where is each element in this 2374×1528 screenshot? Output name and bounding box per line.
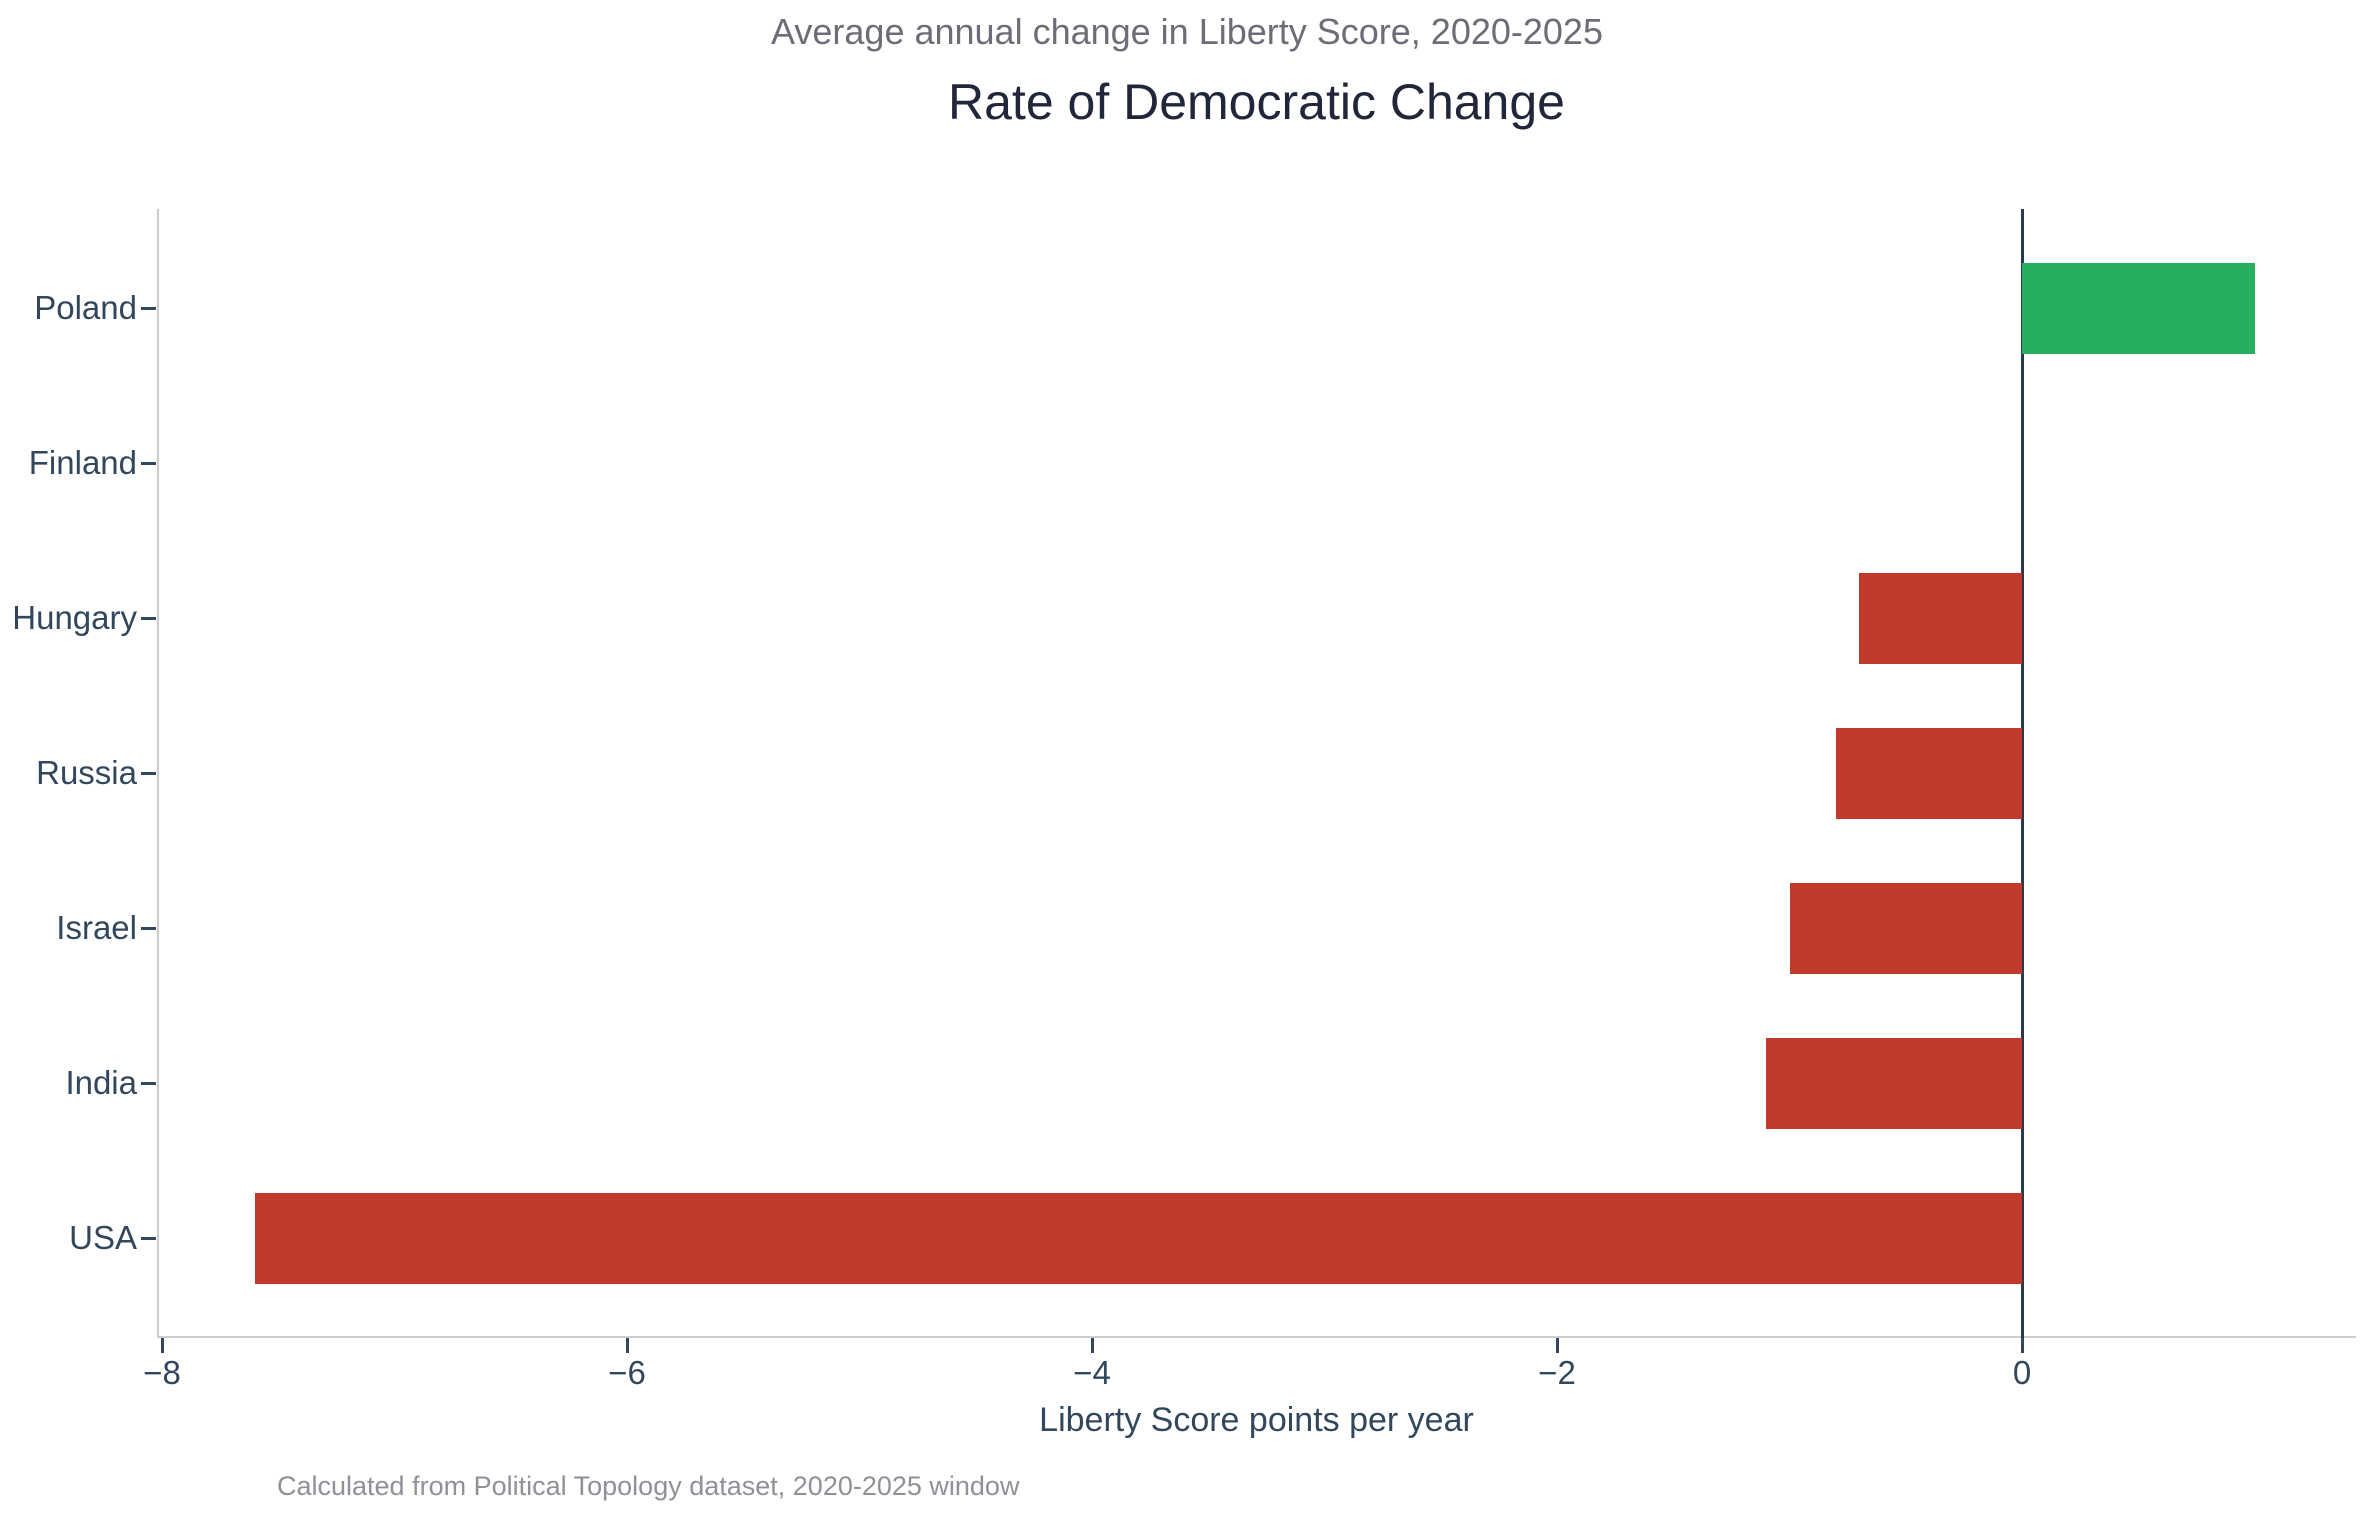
- y-tick-label-russia: Russia: [36, 754, 137, 791]
- y-tick-mark-usa: [141, 1236, 156, 1240]
- x-tick-label-0: 0: [2012, 1354, 2032, 1391]
- y-tick-mark-russia: [141, 771, 156, 775]
- bar-russia: [1836, 727, 2022, 819]
- y-tick-mark-poland: [141, 306, 156, 310]
- y-tick-label-israel: Israel: [56, 909, 137, 946]
- bar-poland: [2022, 262, 2255, 354]
- y-tick-mark-india: [141, 1081, 156, 1085]
- bar-usa: [255, 1192, 2022, 1284]
- x-tick-label--2: −2: [1538, 1354, 1576, 1391]
- x-tick-label--6: −6: [608, 1354, 646, 1391]
- bar-india: [1766, 1037, 2022, 1129]
- y-tick-label-india: India: [65, 1064, 137, 1101]
- y-tick-label-finland: Finland: [28, 444, 137, 481]
- x-tick-mark--4: [1090, 1338, 1094, 1353]
- y-tick-mark-hungary: [141, 616, 156, 620]
- x-tick-mark--8: [160, 1338, 164, 1353]
- x-axis-title: Liberty Score points per year: [1039, 1401, 1474, 1439]
- footer-note: Calculated from Political Topology datas…: [277, 1471, 1020, 1501]
- chart-subtitle: Average annual change in Liberty Score, …: [771, 11, 1603, 52]
- plot-area: [157, 209, 2356, 1338]
- x-tick-label--8: −8: [143, 1354, 181, 1391]
- bar-israel: [1789, 882, 2022, 974]
- y-tick-mark-israel: [141, 926, 156, 930]
- y-tick-label-usa: USA: [69, 1219, 137, 1256]
- x-tick-label--4: −4: [1073, 1354, 1111, 1391]
- chart-title: Rate of Democratic Change: [948, 74, 1565, 130]
- y-tick-label-hungary: Hungary: [12, 599, 137, 636]
- bar-hungary: [1859, 572, 2022, 664]
- x-tick-mark-0: [2020, 1338, 2024, 1353]
- y-tick-mark-finland: [141, 461, 156, 465]
- x-tick-mark--2: [1555, 1338, 1559, 1353]
- x-tick-mark--6: [625, 1338, 629, 1353]
- zero-baseline: [2020, 209, 2024, 1353]
- y-tick-label-poland: Poland: [34, 289, 137, 326]
